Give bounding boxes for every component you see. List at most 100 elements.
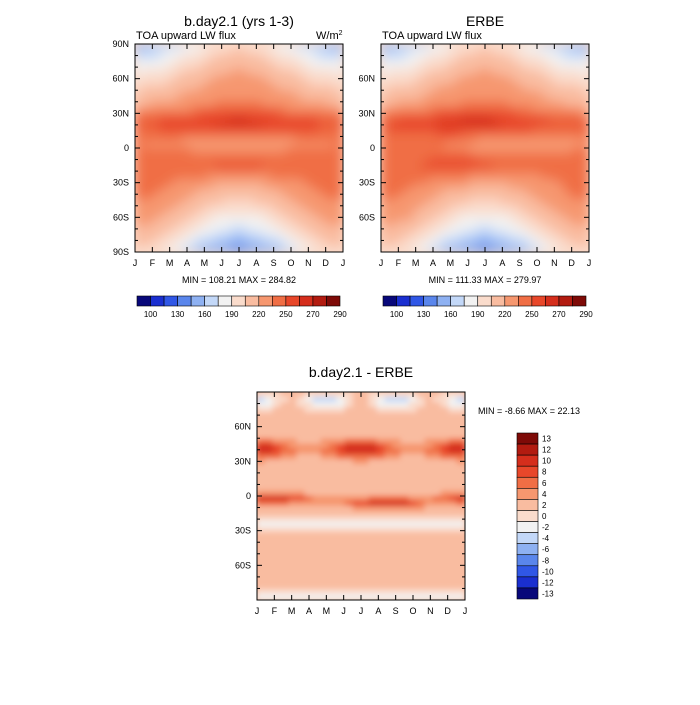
panel3-cell bbox=[336, 490, 346, 497]
panel3-cell bbox=[376, 469, 386, 476]
panel3-cell bbox=[288, 542, 298, 549]
panel1-cell bbox=[198, 111, 208, 118]
panel2-cell bbox=[412, 209, 422, 217]
panel2-cell bbox=[572, 235, 582, 243]
panel1-cell bbox=[302, 168, 312, 175]
panel1-cell bbox=[150, 105, 160, 113]
panel3-cell bbox=[384, 474, 394, 481]
panel1-cell bbox=[230, 95, 240, 102]
panel2-cell bbox=[548, 246, 558, 252]
panel2-cell bbox=[436, 90, 446, 97]
panel2-cell bbox=[492, 105, 502, 113]
panel2-cell bbox=[572, 194, 582, 201]
panel3-cell bbox=[456, 396, 465, 403]
panel2-cell bbox=[460, 178, 470, 185]
panel3-cell bbox=[448, 448, 458, 455]
panel1-cell bbox=[222, 209, 232, 217]
panel1-cell bbox=[150, 215, 160, 222]
panel3-cell bbox=[376, 490, 386, 497]
panel3-cell bbox=[424, 438, 434, 445]
panel1-cell bbox=[174, 111, 184, 118]
panel3-cell bbox=[360, 401, 370, 409]
panel2-cell bbox=[508, 163, 518, 170]
panel3-cell bbox=[432, 485, 442, 492]
panel2-cell bbox=[452, 215, 462, 222]
panel1-cell bbox=[166, 230, 176, 237]
panel1-cell bbox=[135, 64, 144, 71]
panel3-cell bbox=[272, 547, 282, 554]
panel2-cell bbox=[420, 105, 430, 113]
panel2-cell bbox=[404, 194, 414, 201]
panel1-cell bbox=[246, 116, 256, 123]
panel2-cell bbox=[452, 178, 462, 185]
panel3-cell bbox=[384, 453, 394, 461]
panel2-cell bbox=[548, 163, 558, 170]
panel2-cell bbox=[532, 178, 542, 185]
panel3-cell bbox=[384, 537, 394, 544]
panel2-cell bbox=[436, 95, 446, 102]
panel1-cell bbox=[302, 69, 312, 76]
panel2-cell bbox=[388, 163, 398, 170]
panel1-cell bbox=[286, 194, 296, 201]
panel2-cell bbox=[556, 189, 566, 196]
panel1-cell bbox=[166, 173, 176, 180]
panel2-cell bbox=[492, 48, 502, 55]
panel3-cell bbox=[440, 443, 450, 450]
panel1-cell bbox=[238, 147, 248, 154]
panel3-cell bbox=[440, 557, 450, 565]
panel3-cell bbox=[296, 505, 306, 513]
panel3-cell bbox=[288, 422, 298, 429]
panel1-cell bbox=[142, 194, 152, 201]
panel1-cell bbox=[254, 215, 264, 222]
panel2-cell bbox=[540, 204, 550, 211]
panel2-cell bbox=[436, 209, 446, 217]
panel2-cell bbox=[396, 157, 406, 165]
panel1-cell bbox=[190, 95, 200, 102]
panel2-cell bbox=[524, 235, 534, 243]
panel2-cell bbox=[516, 137, 526, 144]
panel2-cell bbox=[540, 142, 550, 149]
panel3-cell bbox=[257, 392, 266, 398]
panel1-cell bbox=[182, 74, 192, 81]
panel2-cell bbox=[381, 53, 390, 61]
panel2-cell bbox=[572, 157, 582, 165]
panel2-cell bbox=[516, 105, 526, 113]
panel2-cell bbox=[396, 230, 406, 237]
panel1-cell bbox=[326, 168, 336, 175]
panel1-cell bbox=[174, 137, 184, 144]
panel2-cell bbox=[452, 100, 462, 107]
panel2-cell bbox=[412, 126, 422, 133]
panel2-cell bbox=[396, 100, 406, 107]
panel3-cell bbox=[288, 589, 298, 596]
panel3-cell bbox=[304, 573, 314, 580]
panel2-cell bbox=[580, 53, 589, 61]
panel3-cell bbox=[424, 594, 434, 600]
panel1-cell bbox=[182, 147, 192, 154]
panel3-cell bbox=[416, 505, 426, 513]
panel2-cell bbox=[396, 79, 406, 87]
panel2-cell bbox=[484, 131, 494, 139]
panel2-cell bbox=[580, 85, 589, 92]
panel2-cell bbox=[404, 142, 414, 149]
panel2-cell bbox=[396, 204, 406, 211]
panel1-cell bbox=[302, 183, 312, 191]
panel3-cell bbox=[400, 427, 410, 435]
panel1-cell bbox=[150, 131, 160, 139]
panel2-cell bbox=[508, 230, 518, 237]
panel2-cell bbox=[460, 131, 470, 139]
panel2-cell bbox=[524, 95, 534, 102]
panel3-cell bbox=[328, 505, 338, 513]
panel2-cell bbox=[381, 111, 390, 118]
panel1-cell bbox=[182, 209, 192, 217]
panel2-cell bbox=[436, 48, 446, 55]
panel3-cell bbox=[424, 412, 434, 419]
panel2-cell bbox=[516, 168, 526, 175]
panel3-cell bbox=[257, 412, 266, 419]
panel1-cell bbox=[230, 199, 240, 206]
panel2-cell bbox=[500, 121, 510, 128]
panel1-cell bbox=[270, 111, 280, 118]
panel3-cell bbox=[416, 427, 426, 435]
panel1-cell bbox=[174, 183, 184, 191]
panel2-cell bbox=[572, 69, 582, 76]
panel3-cell bbox=[432, 516, 442, 523]
